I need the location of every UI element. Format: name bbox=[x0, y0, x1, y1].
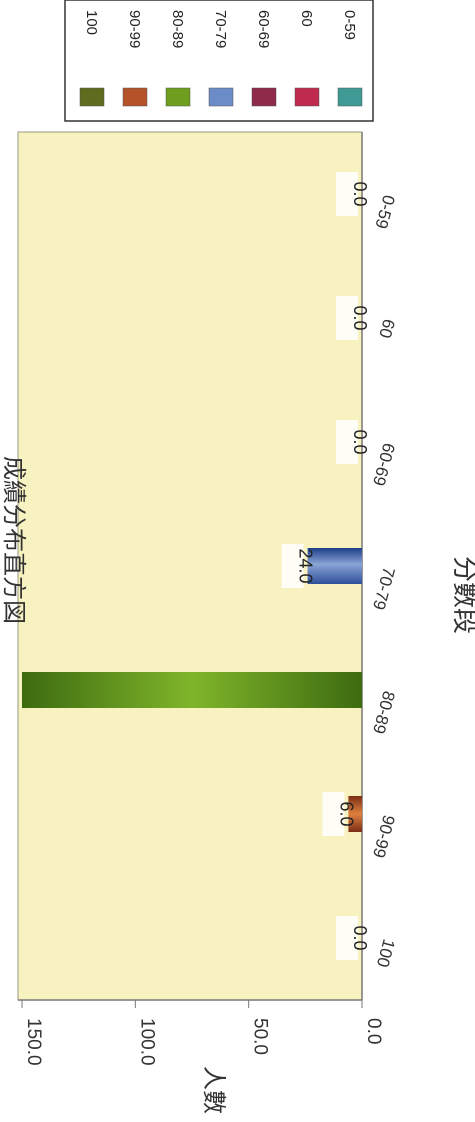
legend-swatch-70-79 bbox=[208, 87, 234, 107]
category-labels-group: 100 90-99 80-89 70-79 60-69 60 0-59 bbox=[369, 193, 399, 969]
data-label-bg-100 bbox=[336, 916, 358, 960]
value-ticks-group: 0.0 50.0 100.0 150.0 bbox=[21, 1000, 384, 1066]
legend-label-60-69: 60-69 bbox=[255, 10, 272, 48]
data-label-bg-60-69 bbox=[336, 420, 358, 464]
category-label-90-99: 90-99 bbox=[369, 813, 399, 860]
legend-swatch-90-99 bbox=[122, 87, 148, 107]
data-labels-group: 0.0 6.0 24.0 0.0 0.0 0.0 bbox=[281, 172, 370, 960]
category-label-70-79: 70-79 bbox=[369, 565, 399, 612]
chart-title: 成績分布直方図 bbox=[0, 456, 27, 624]
legend-label-80-89: 80-89 bbox=[169, 10, 186, 48]
data-label-bg-0-59 bbox=[336, 172, 358, 216]
category-label-60-69: 60-69 bbox=[369, 441, 399, 488]
legend-label-60: 60 bbox=[298, 10, 315, 27]
legend-swatch-60-69 bbox=[251, 87, 277, 107]
bar-80-89 bbox=[22, 672, 362, 708]
data-label-bg-90-99 bbox=[322, 792, 345, 836]
category-label-60: 60 bbox=[375, 317, 398, 340]
legend-group: 100 90-99 80-89 70-79 60-69 60 0-59 bbox=[79, 10, 363, 107]
value-tick-label-150.0: 150.0 bbox=[23, 1018, 44, 1066]
legend-swatch-0-59 bbox=[337, 87, 363, 107]
value-tick-label-100.0: 100.0 bbox=[136, 1018, 157, 1066]
bar-70-79 bbox=[307, 548, 362, 584]
legend-label-100: 100 bbox=[83, 10, 100, 35]
legend-label-90-99: 90-99 bbox=[126, 10, 143, 48]
legend-swatch-80-89 bbox=[165, 87, 191, 107]
data-label-0-59: 0.0 bbox=[350, 181, 370, 206]
legend-swatch-60 bbox=[294, 87, 320, 107]
data-label-70-79: 24.0 bbox=[296, 548, 316, 583]
bar-90-99 bbox=[348, 796, 362, 832]
value-tick-label-0.0: 0.0 bbox=[363, 1018, 384, 1044]
value-tick-label-50.0: 50.0 bbox=[250, 1018, 271, 1055]
legend-label-70-79: 70-79 bbox=[212, 10, 229, 48]
data-label-100: 0.0 bbox=[350, 925, 370, 950]
category-label-100: 100 bbox=[373, 937, 399, 969]
category-label-0-59: 0-59 bbox=[371, 193, 398, 231]
data-label-60: 0.0 bbox=[350, 305, 370, 330]
data-label-bg-60 bbox=[336, 296, 358, 340]
plot-area bbox=[17, 131, 363, 1001]
bars-group bbox=[22, 548, 362, 832]
data-label-60-69: 0.0 bbox=[350, 429, 370, 454]
x-axis-title: 分數段 bbox=[450, 556, 475, 634]
legend-label-0-59: 0-59 bbox=[341, 10, 358, 40]
data-label-bg-70-79 bbox=[281, 544, 304, 588]
legend-swatch-100 bbox=[79, 87, 105, 107]
category-label-80-89: 80-89 bbox=[369, 689, 399, 736]
data-label-90-99: 6.0 bbox=[336, 801, 356, 826]
y-axis-title: 人數 bbox=[200, 1066, 227, 1114]
